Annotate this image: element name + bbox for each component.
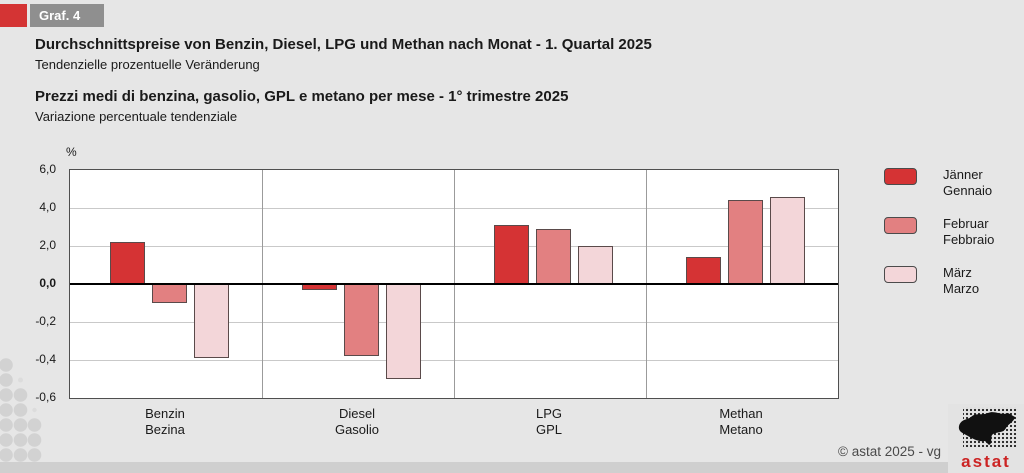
legend: Jänner Gennaio Februar Febbraio März Marzo bbox=[884, 167, 1024, 314]
y-tick-label: 2,0 bbox=[39, 238, 56, 252]
x-axis-category-labels: Benzin Bezina Diesel Gasolio LPG GPL Methan Met… bbox=[69, 406, 837, 438]
y-tick-label: -0,2 bbox=[35, 314, 56, 328]
category-label-it: GPL bbox=[535, 422, 562, 437]
category-label-it: Gasolio bbox=[334, 422, 380, 437]
bar-methan-jänner bbox=[685, 257, 721, 284]
bar-benzin-märz bbox=[193, 284, 229, 359]
title-german: Durchschnittspreise von Benzin, Diesel, … bbox=[35, 36, 652, 53]
plot-area bbox=[69, 169, 839, 399]
copyright-text: © astat 2025 - vg bbox=[838, 444, 942, 459]
bar-diesel-februar bbox=[343, 284, 379, 357]
category-label: Benzin Bezina bbox=[69, 406, 261, 438]
subtitle-italian: Variazione percentuale tendenziale bbox=[35, 109, 238, 124]
legend-item: Februar Febbraio bbox=[884, 216, 1024, 248]
header-accent-square bbox=[0, 4, 27, 27]
legend-item: März Marzo bbox=[884, 265, 1024, 297]
bar-lpg-jänner bbox=[493, 225, 529, 284]
legend-swatch-jänner bbox=[884, 168, 917, 185]
legend-label: Februar Febbraio bbox=[943, 216, 995, 247]
y-tick-label: 0,0 bbox=[39, 276, 56, 290]
legend-item: Jänner Gennaio bbox=[884, 167, 1024, 199]
graf-badge: Graf. 4 bbox=[30, 4, 104, 27]
legend-label: Jänner Gennaio bbox=[943, 167, 993, 198]
category-label: Diesel Gasolio bbox=[261, 406, 453, 438]
bar-benzin-jänner bbox=[109, 242, 145, 284]
zero-line bbox=[70, 283, 838, 285]
category-label-it: Metano bbox=[719, 422, 763, 437]
legend-label: März Marzo bbox=[943, 265, 980, 296]
category-label-it: Bezina bbox=[145, 422, 185, 437]
bar-methan-märz bbox=[769, 196, 805, 284]
y-tick-label: 6,0 bbox=[39, 162, 56, 176]
category-label: Methan Metano bbox=[645, 406, 837, 438]
bar-lpg-märz bbox=[577, 246, 613, 284]
category-label: LPG GPL bbox=[453, 406, 645, 438]
astat-logo: astat bbox=[948, 404, 1024, 473]
subtitle-german: Tendenzielle prozentuelle Veränderung bbox=[35, 57, 260, 72]
category-label-de: LPG bbox=[535, 406, 562, 421]
bar-diesel-märz bbox=[385, 284, 421, 379]
y-tick-label: 4,0 bbox=[39, 200, 56, 214]
title-italian: Prezzi medi di benzina, gasolio, GPL e m… bbox=[35, 88, 569, 105]
legend-swatch-märz bbox=[884, 266, 917, 283]
category-label-de: Methan bbox=[719, 406, 763, 421]
y-tick-label: -0,4 bbox=[35, 352, 56, 366]
decorative-dots bbox=[0, 358, 42, 462]
y-axis-unit-label: % bbox=[66, 145, 77, 159]
astat-logo-text: astat bbox=[961, 452, 1011, 471]
bar-benzin-februar bbox=[151, 284, 187, 303]
astat-logo-map-icon bbox=[958, 407, 1017, 447]
y-tick-label: -0,6 bbox=[35, 390, 56, 404]
category-label-de: Diesel bbox=[338, 406, 376, 421]
category-label-de: Benzin bbox=[145, 406, 185, 421]
bottom-strip-divider bbox=[0, 462, 1024, 473]
bar-lpg-februar bbox=[535, 228, 571, 284]
bar-methan-februar bbox=[727, 200, 763, 284]
y-axis-tick-labels: 6,0 4,0 2,0 0,0 -0,2 -0,4 -0,6 bbox=[0, 162, 61, 404]
legend-swatch-februar bbox=[884, 217, 917, 234]
